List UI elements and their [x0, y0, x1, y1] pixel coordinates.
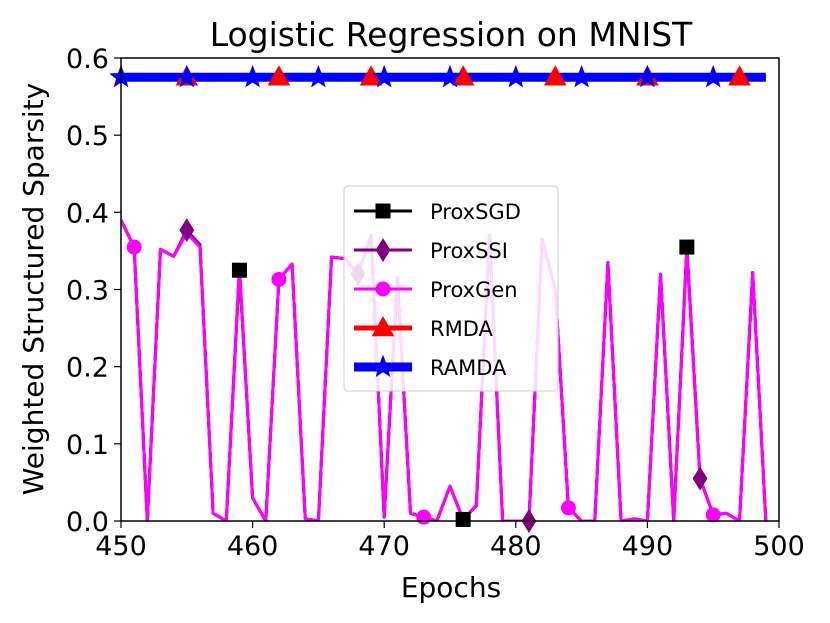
data-point-proxsgd	[231, 262, 247, 278]
x-tick-label: 500	[753, 531, 805, 562]
x-tick-label: 470	[358, 531, 410, 562]
legend-item-proxsgd: ProxSGD	[354, 200, 521, 224]
legend-marker	[371, 315, 395, 337]
legend-label: ProxSGD	[430, 200, 521, 224]
legend-label: ProxSSI	[430, 239, 508, 263]
y-tick-label: 0.3	[66, 276, 109, 307]
series-line-proxgen	[121, 219, 768, 521]
legend-item-rmda: RMDA	[354, 315, 494, 341]
data-point-ramda	[306, 64, 331, 88]
data-point-proxgen	[271, 271, 287, 287]
x-tick-label: 460	[227, 531, 279, 562]
legend-item-ramda: RAMDA	[354, 354, 507, 380]
y-tick-label: 0.2	[66, 353, 109, 384]
x-tick-label: 490	[622, 531, 674, 562]
legend-item-proxgen: ProxGen	[354, 278, 518, 302]
data-point-proxgen	[560, 500, 576, 516]
y-tick-label: 0.6	[66, 44, 109, 75]
legend-label: RAMDA	[430, 356, 507, 380]
data-point-ramda	[635, 64, 660, 88]
y-tick-label: 0.1	[66, 430, 109, 461]
data-point-ramda	[701, 64, 726, 88]
y-tick-label: 0.0	[66, 507, 109, 538]
y-axis-label: Weighted Structured Sparsity	[17, 83, 50, 496]
data-point-ramda	[438, 64, 462, 88]
markers-ramda	[109, 64, 726, 88]
data-point-rmda	[267, 65, 291, 86]
legend-label: ProxGen	[430, 278, 518, 302]
legend-marker	[375, 281, 391, 297]
x-tick-label: 480	[490, 531, 542, 562]
data-point-proxssi	[179, 218, 195, 243]
legend-item-proxssi: ProxSSI	[354, 238, 508, 263]
data-point-ramda	[174, 64, 199, 88]
axes-frame	[120, 57, 780, 522]
data-point-rmda	[728, 65, 751, 86]
data-point-proxgen	[705, 507, 721, 523]
data-point-proxgen	[126, 239, 142, 255]
y-tick-label: 0.5	[66, 121, 109, 152]
data-point-proxsgd	[455, 511, 471, 527]
legend-marker	[375, 203, 391, 219]
data-point-ramda	[240, 64, 265, 88]
legend-marker	[375, 238, 391, 262]
legend-label: RMDA	[430, 317, 494, 341]
x-tick-label: 450	[95, 531, 147, 562]
data-point-ramda	[372, 64, 397, 88]
data-point-ramda	[569, 64, 594, 88]
data-point-rmda	[543, 65, 567, 86]
data-point-proxsgd	[679, 239, 695, 255]
legend-box	[343, 185, 559, 392]
markers-proxsgd	[231, 239, 695, 527]
data-point-ramda	[503, 64, 528, 88]
chart-title: Logistic Regression on MNIST	[210, 15, 693, 54]
series-proxgen	[121, 219, 768, 521]
data-point-proxssi	[692, 466, 708, 491]
y-tick-label: 0.4	[66, 198, 109, 229]
legend-marker	[371, 354, 395, 378]
data-point-proxgen	[416, 509, 432, 525]
x-axis-label: Epochs	[401, 571, 501, 604]
